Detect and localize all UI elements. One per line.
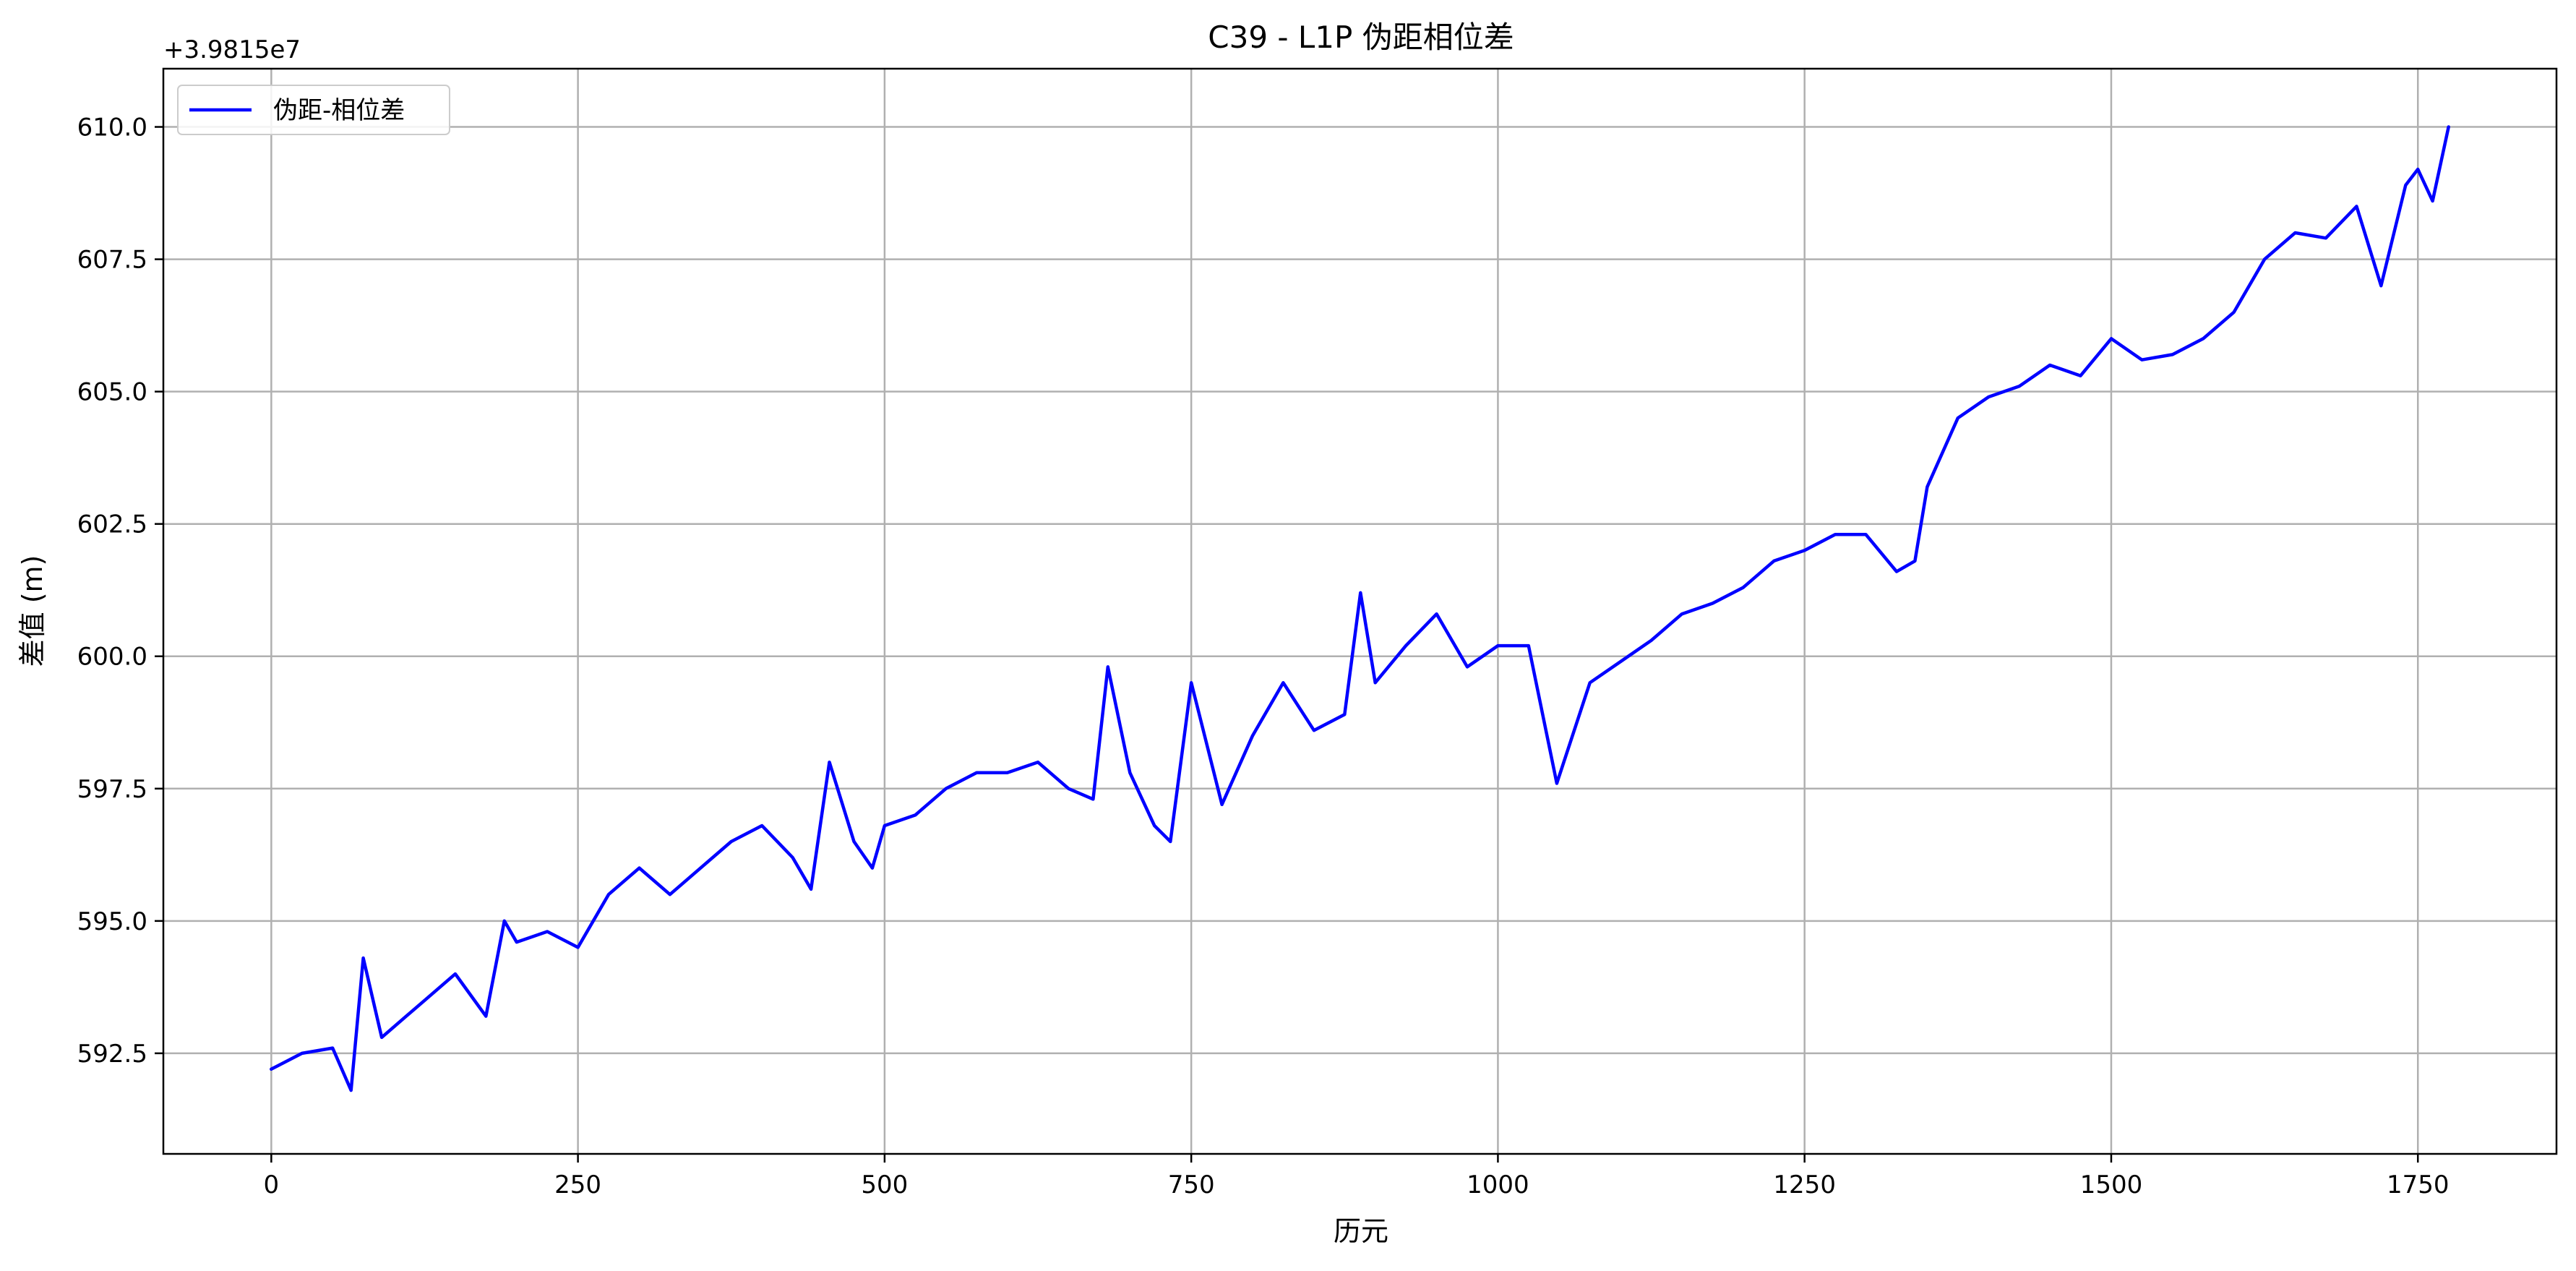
- y-tick-label: 592.5: [77, 1040, 147, 1069]
- legend-box: [177, 85, 450, 135]
- y-tick-label: 595.0: [77, 907, 147, 936]
- x-tick-label: 250: [554, 1171, 601, 1199]
- x-tick-label: 1750: [2387, 1171, 2450, 1199]
- x-tick-label: 1500: [2080, 1171, 2143, 1199]
- y-tick-label: 607.5: [77, 246, 147, 275]
- y-tick-label: 610.0: [77, 114, 147, 142]
- y-tick-label: 597.5: [77, 775, 147, 804]
- legend: 伪距-相位差: [177, 85, 450, 135]
- y-axis-label: 差值 (m): [17, 555, 48, 667]
- y-tick-label: 600.0: [77, 643, 147, 672]
- x-tick-label: 0: [264, 1171, 280, 1199]
- x-tick-label: 750: [1168, 1171, 1215, 1199]
- y-offset-label: +3.9815e7: [163, 35, 301, 64]
- x-tick-label: 1000: [1467, 1171, 1529, 1199]
- axes-frame: [162, 67, 2558, 1155]
- y-tick-label: 602.5: [77, 510, 147, 539]
- x-axis-label: 历元: [1334, 1215, 1388, 1247]
- x-tick-label: 1250: [1773, 1171, 1836, 1199]
- series-line: [270, 125, 2450, 1092]
- grid: [163, 69, 2556, 1154]
- series-group: [270, 125, 2450, 1092]
- x-tick-label: 500: [861, 1171, 908, 1199]
- y-tick-label: 605.0: [77, 378, 147, 407]
- chart-title: C39 - L1P 伪距相位差: [1208, 20, 1514, 55]
- legend-label: 伪距-相位差: [273, 96, 405, 125]
- ticks: 0 250 500 750 1000 1250 1500 1750 592.5 595.0 597.…: [77, 114, 2450, 1199]
